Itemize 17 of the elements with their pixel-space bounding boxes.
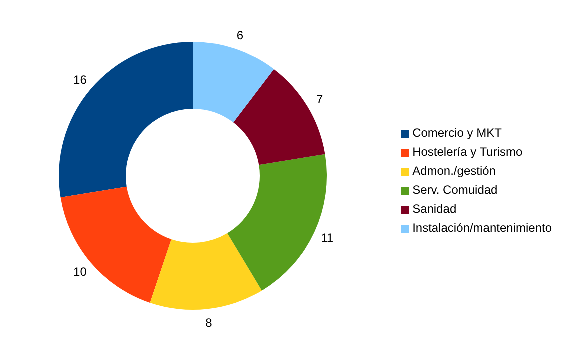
legend-label: Comercio y MKT <box>412 126 502 140</box>
donut-slice <box>59 42 193 198</box>
legend-label: Hostelería y Turismo <box>412 145 523 159</box>
legend-label: Admon./gestión <box>412 164 496 178</box>
data-label: 10 <box>74 264 88 279</box>
data-label: 11 <box>321 231 334 246</box>
data-label: 6 <box>236 28 244 43</box>
donut-slice <box>193 42 274 123</box>
legend-label: Serv. Comuidad <box>412 183 498 197</box>
data-label: 7 <box>316 92 324 107</box>
legend-label: Sanidad <box>412 202 457 216</box>
data-label: 16 <box>74 73 88 88</box>
donut-slice <box>60 186 172 303</box>
donut-slice <box>150 233 262 310</box>
donut-slice <box>234 69 326 166</box>
legend-label: Instalación/mantenimiento <box>412 221 552 235</box>
data-label: 8 <box>206 316 213 330</box>
